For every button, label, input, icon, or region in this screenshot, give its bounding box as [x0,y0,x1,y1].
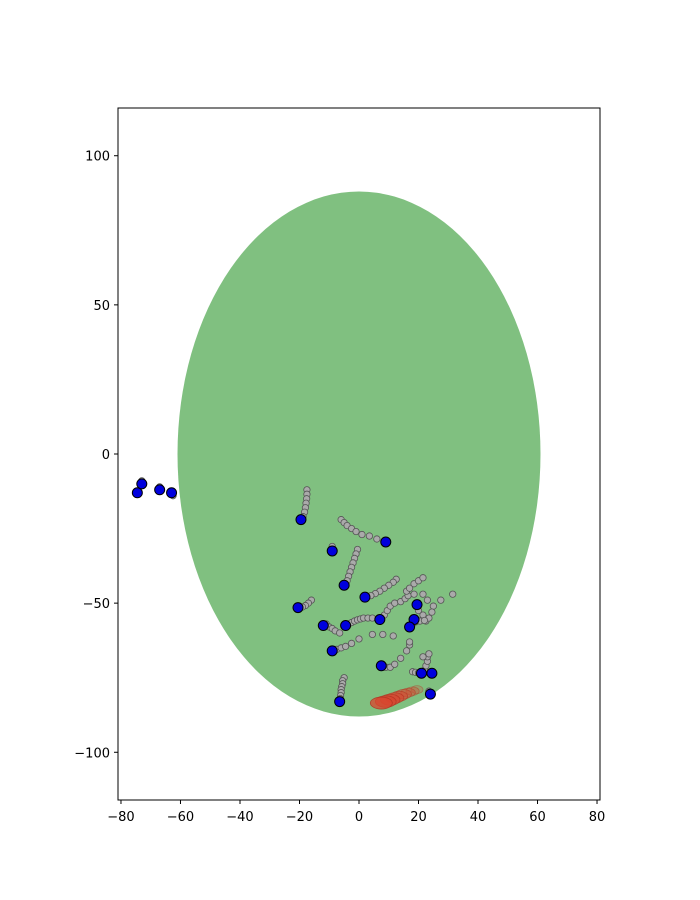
target-path-point [410,685,424,695]
trail-point [403,647,411,655]
trail-point [419,590,427,598]
agent-point [166,487,178,499]
agent-point [317,620,329,632]
trail-point [423,596,432,604]
y-tick-label: −100 [74,746,110,761]
x-tick-label: −40 [226,810,253,825]
x-tick-label: −80 [107,810,134,825]
x-tick-label: 20 [410,810,427,825]
region-ellipse [177,191,541,717]
x-tick-label: 40 [470,810,487,825]
trail-point [405,638,414,646]
agent-point [136,478,148,490]
x-tick-label: −20 [286,810,313,825]
target-path-point [405,686,420,696]
x-tick-label: 80 [589,810,606,825]
trail-point [373,535,381,543]
trail-point [391,660,399,668]
target-path-point [369,696,393,710]
agent-point [292,602,304,614]
x-tick-label: 60 [529,810,546,825]
agent-point [380,536,392,548]
trail-point [405,584,414,592]
agent-point [404,621,416,633]
agent-point [154,484,166,496]
region-layer [177,191,541,717]
agent-point [334,696,346,708]
trail-point [410,590,418,598]
agent-point [415,667,427,679]
agent-point [374,614,386,626]
trail-point [420,616,429,625]
agent-point [295,514,307,526]
trail-point [429,602,437,610]
trail-point [419,653,427,661]
agent-point [424,688,436,700]
y-tick-label: 50 [93,299,110,314]
trail-point [389,632,397,640]
y-tick-label: 0 [102,448,110,463]
trail-point [437,596,445,604]
trail-point [428,608,436,616]
agent-point [338,579,350,591]
trail-point [358,530,366,539]
y-tick-label: 100 [85,150,110,165]
target-path-layer [369,685,424,710]
agent-point [359,591,371,603]
trail-point [355,635,363,643]
agent-point [375,660,387,672]
trail-point [379,630,387,639]
trail-point [391,599,399,607]
agent-point [326,645,338,657]
x-axis: −80 −60 −40 −20 0 20 40 60 80 [107,800,605,825]
trail-point [365,532,374,540]
trail-point [352,527,360,536]
trail-point [425,650,433,658]
trail-point [347,639,356,648]
agent-points-layer [131,478,438,708]
trail-point [342,642,350,650]
trail-point [449,590,457,598]
trail-point [397,654,405,662]
trail-point [368,630,376,639]
trail-point [419,574,427,582]
y-axis: −100 −50 0 50 100 [74,150,118,761]
trail-point [336,629,344,637]
agent-point [326,545,338,557]
y-tick-label: −50 [83,597,110,612]
agent-point [411,599,423,611]
x-tick-label: 0 [355,810,363,825]
agent-point [426,667,438,679]
x-tick-label: −60 [167,810,194,825]
agent-point [131,487,143,499]
agent-point [340,620,352,632]
